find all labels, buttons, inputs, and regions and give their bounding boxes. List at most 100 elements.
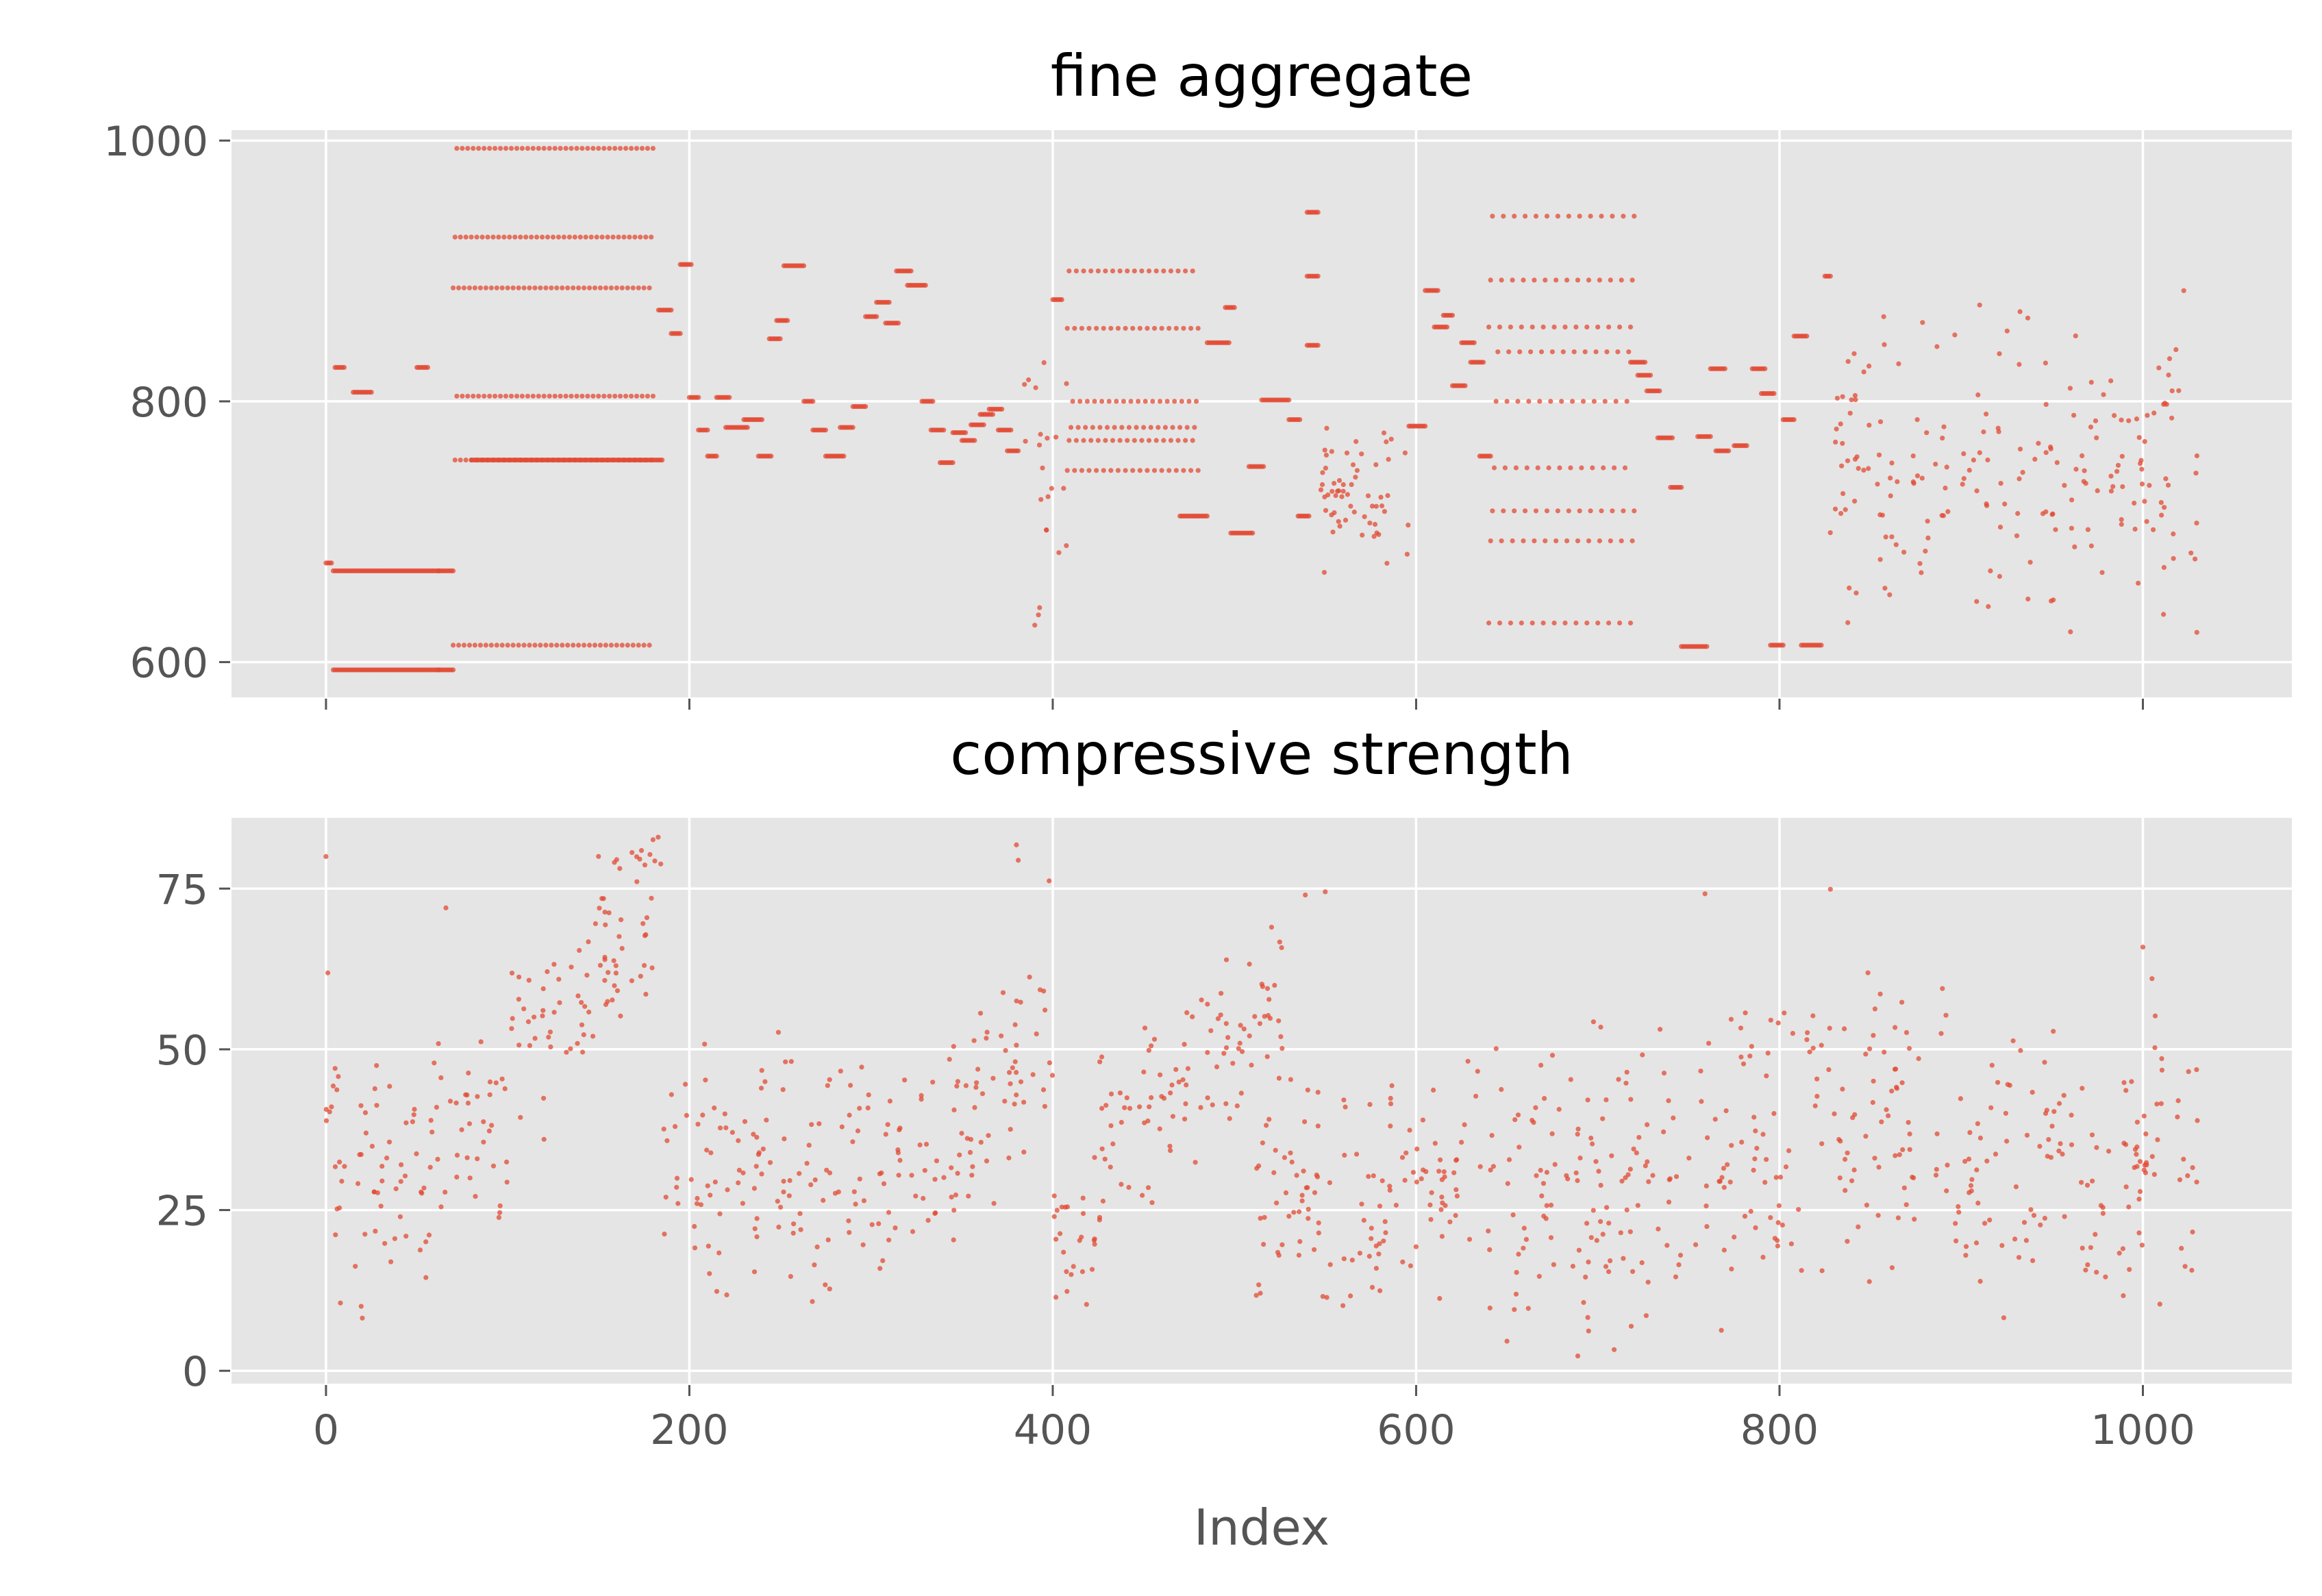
data-point xyxy=(1499,277,1504,283)
data-point xyxy=(1336,488,1342,494)
data-point xyxy=(1995,1080,2001,1085)
data-point xyxy=(883,1132,888,1137)
data-point xyxy=(1012,1022,1018,1027)
data-point xyxy=(1059,1204,1064,1210)
data-point xyxy=(1372,521,1378,527)
data-point xyxy=(561,234,567,240)
data-point xyxy=(386,1139,392,1145)
y-tick-label: 75 xyxy=(156,866,208,914)
data-point xyxy=(384,1156,390,1161)
data-point xyxy=(1234,1103,1240,1109)
data-point xyxy=(2080,1086,2085,1091)
data-point xyxy=(1621,508,1626,514)
data-point xyxy=(1369,1236,1374,1241)
data-point xyxy=(473,1194,478,1199)
data-point xyxy=(2106,1149,2112,1154)
data-point xyxy=(2043,360,2048,366)
data-point xyxy=(1748,1208,1753,1214)
data-point xyxy=(1625,1172,1631,1177)
data-point xyxy=(1852,499,1858,504)
data-point xyxy=(1079,325,1084,331)
data-point xyxy=(1590,1208,1596,1213)
data-point xyxy=(1540,324,1546,329)
data-point xyxy=(1173,468,1179,473)
data-point xyxy=(910,1229,916,1234)
data-point xyxy=(614,857,619,862)
data-point xyxy=(1322,447,1327,453)
data-point xyxy=(1557,465,1562,471)
data-point xyxy=(1943,1012,1949,1018)
data-point xyxy=(1577,214,1582,219)
data-point xyxy=(661,1126,666,1132)
data-point xyxy=(1367,1101,1373,1107)
data-point xyxy=(1064,1288,1070,1294)
data-point xyxy=(2166,372,2171,378)
data-point xyxy=(1984,503,1990,508)
data-point xyxy=(1099,399,1105,404)
data-point xyxy=(1593,349,1599,355)
data-point xyxy=(1984,1158,1990,1164)
data-point xyxy=(1851,351,1857,356)
data-point xyxy=(619,917,624,923)
data-point xyxy=(1195,468,1201,473)
data-point xyxy=(1747,1053,1753,1059)
data-point xyxy=(1260,1140,1265,1146)
data-point xyxy=(1037,987,1043,993)
data-point xyxy=(1141,1069,1147,1075)
data-point xyxy=(2190,1165,2195,1171)
data-point xyxy=(602,957,608,962)
data-point xyxy=(454,1174,460,1180)
data-point xyxy=(1555,214,1560,219)
data-point xyxy=(647,285,652,290)
data-point xyxy=(1749,1044,1754,1049)
data-point xyxy=(1699,1099,1704,1104)
x-axis-label: Index xyxy=(1194,1499,1329,1556)
data-point xyxy=(1291,1210,1297,1215)
data-point xyxy=(1570,399,1575,404)
data-point xyxy=(1168,1148,1173,1154)
data-point xyxy=(643,932,649,938)
data-point xyxy=(707,1271,712,1276)
data-point xyxy=(2134,416,2140,422)
data-point xyxy=(1487,1306,1493,1311)
data-point xyxy=(2043,401,2049,408)
data-point xyxy=(521,1006,527,1012)
data-point xyxy=(1666,1199,1672,1205)
data-point xyxy=(991,1201,997,1206)
data-point xyxy=(572,234,577,240)
data-point xyxy=(764,1117,769,1123)
data-point xyxy=(498,393,503,399)
data-point xyxy=(932,1177,938,1182)
data-point xyxy=(599,234,605,240)
data-point xyxy=(1119,1119,1124,1125)
data-point xyxy=(695,1201,700,1206)
data-point xyxy=(623,146,629,151)
data-point xyxy=(338,1300,343,1306)
data-point xyxy=(1132,269,1137,274)
data-point xyxy=(777,336,783,342)
data-point xyxy=(585,146,590,151)
data-point xyxy=(669,1092,674,1097)
data-point xyxy=(502,1086,508,1091)
data-point xyxy=(1551,324,1557,329)
data-point xyxy=(1036,442,1043,448)
data-point xyxy=(451,667,456,673)
data-point xyxy=(435,1156,440,1162)
data-point xyxy=(1343,517,1349,523)
data-point xyxy=(642,962,647,969)
data-point xyxy=(527,643,532,648)
data-point xyxy=(1232,305,1237,310)
data-point xyxy=(1896,361,1901,366)
data-point xyxy=(2083,1267,2088,1273)
data-point xyxy=(1842,1026,1847,1032)
data-point xyxy=(1323,452,1329,458)
data-point xyxy=(1306,1206,1311,1212)
data-point xyxy=(1115,325,1121,331)
data-point xyxy=(1279,1242,1285,1247)
data-point xyxy=(887,1098,892,1104)
data-point xyxy=(611,958,616,964)
data-point xyxy=(723,1125,729,1131)
data-point xyxy=(790,1230,796,1236)
data-point xyxy=(674,1175,680,1181)
